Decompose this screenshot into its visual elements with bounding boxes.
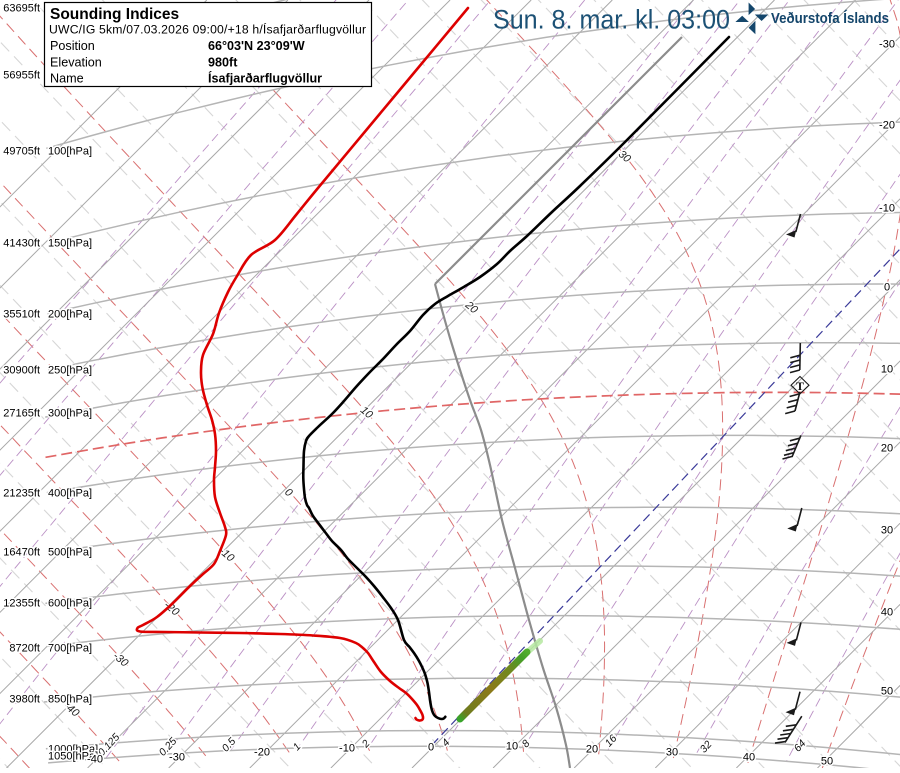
svg-text:3980ft: 3980ft: [9, 694, 40, 706]
svg-text:150[hPa]: 150[hPa]: [48, 238, 92, 250]
svg-text:Sounding Indices: Sounding Indices: [50, 6, 179, 23]
svg-text:200[hPa]: 200[hPa]: [48, 309, 92, 321]
svg-text:41430ft: 41430ft: [3, 238, 40, 250]
svg-text:250[hPa]: 250[hPa]: [48, 365, 92, 377]
svg-text:1000[hPa]: 1000[hPa]: [48, 744, 98, 756]
svg-text:400[hPa]: 400[hPa]: [48, 488, 92, 500]
svg-text:50: 50: [821, 756, 833, 768]
svg-text:-40: -40: [87, 754, 103, 766]
svg-text:600[hPa]: 600[hPa]: [48, 598, 92, 610]
svg-text:Sun. 8. mar. kl. 03:00: Sun. 8. mar. kl. 03:00: [493, 5, 730, 35]
svg-text:T: T: [796, 379, 804, 393]
svg-text:-20: -20: [879, 120, 895, 132]
svg-text:-10: -10: [339, 743, 355, 755]
svg-text:850[hPa]: 850[hPa]: [48, 694, 92, 706]
svg-text:35510ft: 35510ft: [3, 309, 40, 321]
svg-text:49705ft: 49705ft: [3, 146, 40, 158]
svg-text:12355ft: 12355ft: [3, 598, 40, 610]
svg-text:Veðurstofa Íslands: Veðurstofa Íslands: [771, 10, 889, 27]
svg-text:0: 0: [884, 282, 890, 294]
svg-text:50: 50: [881, 686, 893, 698]
svg-text:40: 40: [743, 752, 755, 764]
svg-text:30: 30: [666, 747, 678, 759]
svg-text:16470ft: 16470ft: [3, 547, 40, 559]
svg-text:20: 20: [586, 744, 598, 756]
svg-text:-30: -30: [879, 39, 895, 51]
svg-text:63695ft: 63695ft: [3, 3, 40, 15]
svg-text:0: 0: [428, 742, 434, 754]
svg-text:21235ft: 21235ft: [3, 488, 40, 500]
svg-text:-30: -30: [169, 752, 185, 764]
svg-text:Position: Position: [50, 39, 95, 53]
svg-text:10: 10: [506, 741, 518, 753]
svg-text:100[hPa]: 100[hPa]: [48, 146, 92, 158]
svg-text:500[hPa]: 500[hPa]: [48, 547, 92, 559]
svg-text:Name: Name: [50, 72, 84, 86]
svg-text:10: 10: [881, 364, 893, 376]
svg-text:20: 20: [881, 443, 893, 455]
svg-text:27165ft: 27165ft: [3, 408, 40, 420]
svg-text:40: 40: [881, 607, 893, 619]
svg-text:980ft: 980ft: [208, 56, 238, 70]
svg-text:66°03'N 23°09'W: 66°03'N 23°09'W: [208, 39, 305, 53]
svg-text:700[hPa]: 700[hPa]: [48, 643, 92, 655]
svg-text:56955ft: 56955ft: [3, 70, 40, 82]
svg-text:300[hPa]: 300[hPa]: [48, 408, 92, 420]
svg-text:UWC/IG 5km/07.03.2026 09:00/+1: UWC/IG 5km/07.03.2026 09:00/+18 h/Ísafja…: [49, 22, 366, 37]
svg-text:Elevation: Elevation: [50, 56, 102, 70]
svg-text:8720ft: 8720ft: [9, 643, 40, 655]
svg-text:30: 30: [881, 525, 893, 537]
svg-text:-10: -10: [879, 203, 895, 215]
svg-text:30900ft: 30900ft: [3, 365, 40, 377]
svg-text:Ísafjarðarflugvöllur: Ísafjarðarflugvöllur: [208, 71, 322, 86]
svg-text:-20: -20: [254, 747, 270, 759]
svg-text:1050[hPa]: 1050[hPa]: [48, 751, 98, 763]
